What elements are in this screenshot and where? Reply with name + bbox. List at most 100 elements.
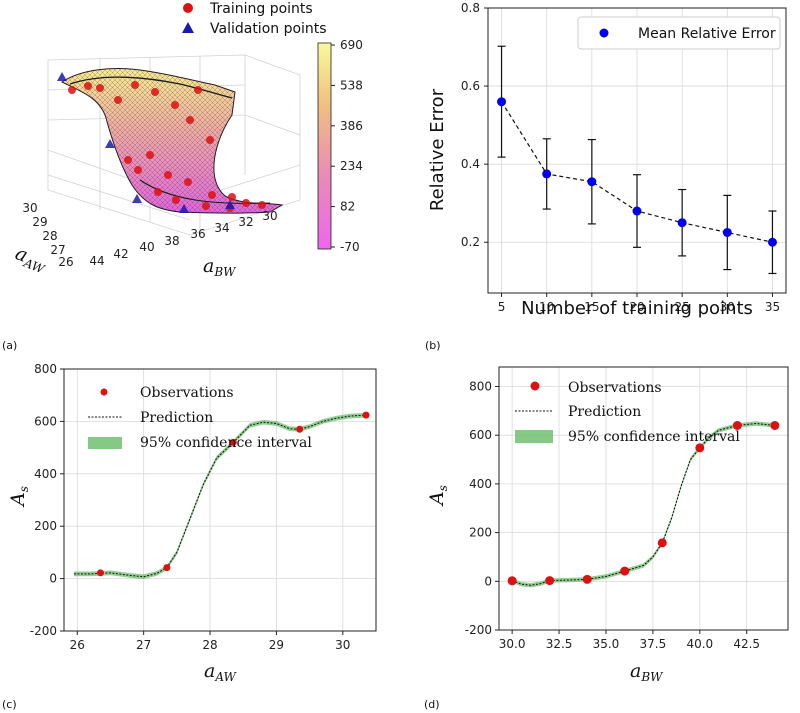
panel-label-c: (c) <box>2 698 17 711</box>
plot-frame <box>63 368 377 632</box>
x-tick-labels: 5 10 15 20 25 30 35 <box>498 293 780 314</box>
training-point <box>146 151 154 159</box>
panel-c-prediction: 26 27 28 29 30 -200 0 200 400 600 800 aAW As Obse… <box>2 362 377 711</box>
training-point <box>131 81 139 89</box>
training-point <box>206 136 214 144</box>
colorbar-tick-label: 386 <box>340 119 363 133</box>
legend-label-observations: Observations <box>568 380 662 396</box>
grid <box>499 367 788 631</box>
legend-label-band: 95% confidence interval <box>140 435 312 451</box>
y-tick-label: 800 <box>469 379 492 393</box>
y-tick-label: 32 <box>238 215 253 229</box>
legend-marker-band <box>515 430 553 443</box>
legend-label-validation: Validation points <box>210 21 327 37</box>
y-tick-label: 800 <box>34 362 57 376</box>
observation-point <box>695 443 705 453</box>
series <box>507 420 780 588</box>
y-tick-label: -200 <box>30 624 57 638</box>
y-tick-labels: 44 42 40 38 36 34 32 30 <box>89 209 277 268</box>
x-tick-label: 35 <box>765 300 780 314</box>
y-tick-label: 200 <box>469 526 492 540</box>
y-tick-label: 0.6 <box>461 79 480 93</box>
x-tick-label: 30 <box>335 638 350 652</box>
legend-marker-validation <box>182 22 194 33</box>
mean-error-point <box>542 169 552 179</box>
y-tick-label: 38 <box>164 234 179 248</box>
legend-label-training: Training points <box>209 1 313 17</box>
y-tick-label: 600 <box>34 414 57 428</box>
series-mean-error <box>497 45 777 275</box>
y-tick-label: 42 <box>113 247 128 261</box>
x-tick-label: 27 <box>50 243 65 257</box>
x-tick-label: 29 <box>32 215 47 229</box>
x-tick-label: 28 <box>202 638 217 652</box>
observation-point <box>97 569 105 577</box>
y-tick-label: 0 <box>49 572 57 586</box>
training-point <box>154 188 162 196</box>
observation-point <box>229 438 237 446</box>
legend-label-observations: Observations <box>140 385 234 401</box>
legend-label: Mean Relative Error <box>638 26 776 42</box>
x-tick-label: 29 <box>269 638 284 652</box>
observation-point <box>732 420 742 430</box>
x-tick-labels: 30.0 32.5 35.0 37.5 40.0 42.5 <box>499 630 760 651</box>
training-point <box>96 84 104 92</box>
legend-label-prediction: Prediction <box>140 410 213 426</box>
x-tick-label: 37.5 <box>640 637 667 651</box>
y-tick-labels: -200 0 200 400 600 800 <box>465 379 499 637</box>
training-point <box>68 86 76 94</box>
training-point <box>134 166 142 174</box>
y-tick-label: 400 <box>34 467 57 481</box>
training-point <box>84 82 92 90</box>
x-axis-label: aBW <box>630 660 664 684</box>
prediction-line <box>511 422 775 586</box>
observation-point <box>770 420 780 430</box>
training-point <box>242 199 250 207</box>
colorbar <box>317 42 332 250</box>
panel-b-error: 5 10 15 20 25 30 35 0.2 0.4 0.6 0.8 Number of tra… <box>425 1 787 352</box>
y-tick-label: 600 <box>469 428 492 442</box>
validation-point <box>225 200 235 209</box>
colorbar-tick-label: -70 <box>340 240 360 254</box>
y-axis-label: As <box>7 486 31 508</box>
x-tick-label: 30.0 <box>499 637 526 651</box>
observation-point <box>582 574 592 584</box>
y-tick-label: -200 <box>465 623 492 637</box>
x-tick-label: 15 <box>584 300 599 314</box>
y-tick-label: 36 <box>190 227 205 241</box>
colorbar-tick-label: 538 <box>340 78 363 92</box>
legend-marker-observations <box>100 388 108 396</box>
training-point <box>186 116 194 124</box>
mean-error-point <box>677 218 687 228</box>
x-tick-labels: 26 27 28 29 30 <box>70 631 350 652</box>
mean-error-point <box>632 206 642 216</box>
y-tick-label: 200 <box>34 519 57 533</box>
mean-error-point <box>497 97 507 107</box>
training-points <box>57 72 266 213</box>
x-tick-label: 35.0 <box>593 637 620 651</box>
confidence-band <box>512 421 775 588</box>
legend-label-band: 95% confidence interval <box>568 429 740 445</box>
y-axis-label: Relative Error <box>427 88 448 211</box>
legend: Mean Relative Error <box>577 16 781 50</box>
y-axis-label: As <box>426 485 450 507</box>
y-tick-label: 0 <box>484 574 492 588</box>
panel-label-a: (a) <box>2 339 17 352</box>
training-point <box>228 193 236 201</box>
y-tick-label: 0.8 <box>461 1 480 15</box>
observation-point <box>545 576 555 586</box>
validation-point <box>105 139 115 148</box>
y-axis-label: aBW <box>203 255 237 279</box>
prediction-line <box>73 414 367 578</box>
training-point <box>202 202 210 210</box>
x-tick-label: 27 <box>136 638 151 652</box>
training-point <box>258 201 266 209</box>
validation-point <box>179 204 189 213</box>
panel-label-b: (b) <box>425 339 441 352</box>
x-tick-label: 10 <box>539 300 554 314</box>
validation-point <box>57 72 67 81</box>
colorbar-ticks: 690 538 386 234 82 -70 <box>331 38 363 254</box>
x-tick-label: 30 <box>720 300 735 314</box>
